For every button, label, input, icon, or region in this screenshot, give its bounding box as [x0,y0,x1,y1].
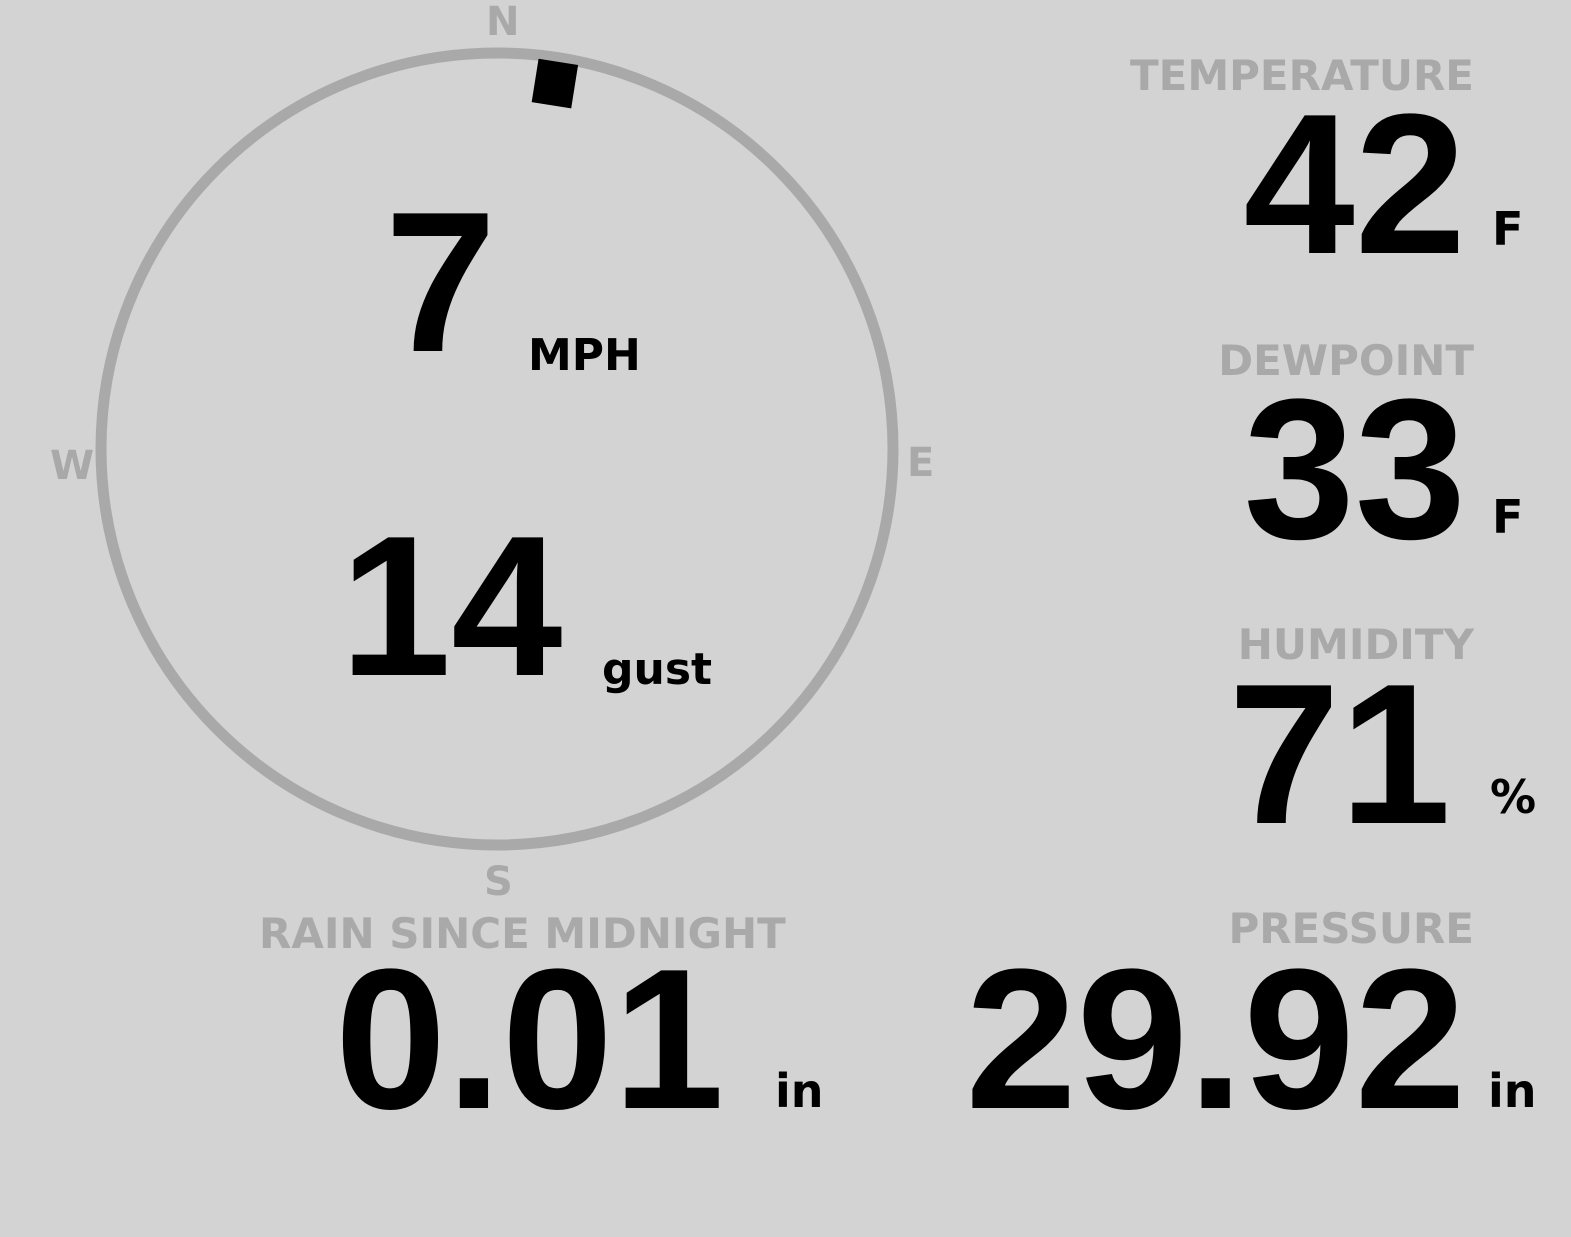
humidity-unit: % [1490,770,1537,824]
temperature-unit: F [1492,202,1524,256]
wind-gust-unit: gust [602,644,713,695]
wind-speed-unit: MPH [528,330,641,381]
temperature-label: TEMPERATURE [1130,51,1474,100]
compass-east-label: E [907,440,935,486]
temperature-value: 42 [1243,73,1466,296]
rain-value: 0.01 [335,928,725,1151]
pressure-unit: in [1488,1064,1537,1118]
humidity-label: HUMIDITY [1237,620,1474,669]
dewpoint-value: 33 [1243,358,1466,581]
compass-ring [95,47,899,851]
pressure-value: 29.92 [965,928,1467,1151]
pressure-label: PRESSURE [1228,904,1474,953]
dewpoint-label: DEWPOINT [1218,336,1474,385]
rain-label: RAIN SINCE MIDNIGHT [259,909,786,958]
wind-gust-value: 14 [340,495,563,718]
wind-speed-value: 7 [385,171,497,394]
compass-north-label: N [486,0,520,45]
compass-west-label: W [50,443,95,489]
compass-south-label: S [484,859,513,905]
wind-direction-marker [531,58,579,109]
dewpoint-unit: F [1492,490,1524,544]
humidity-value: 71 [1228,643,1451,866]
rain-unit: in [775,1064,824,1118]
